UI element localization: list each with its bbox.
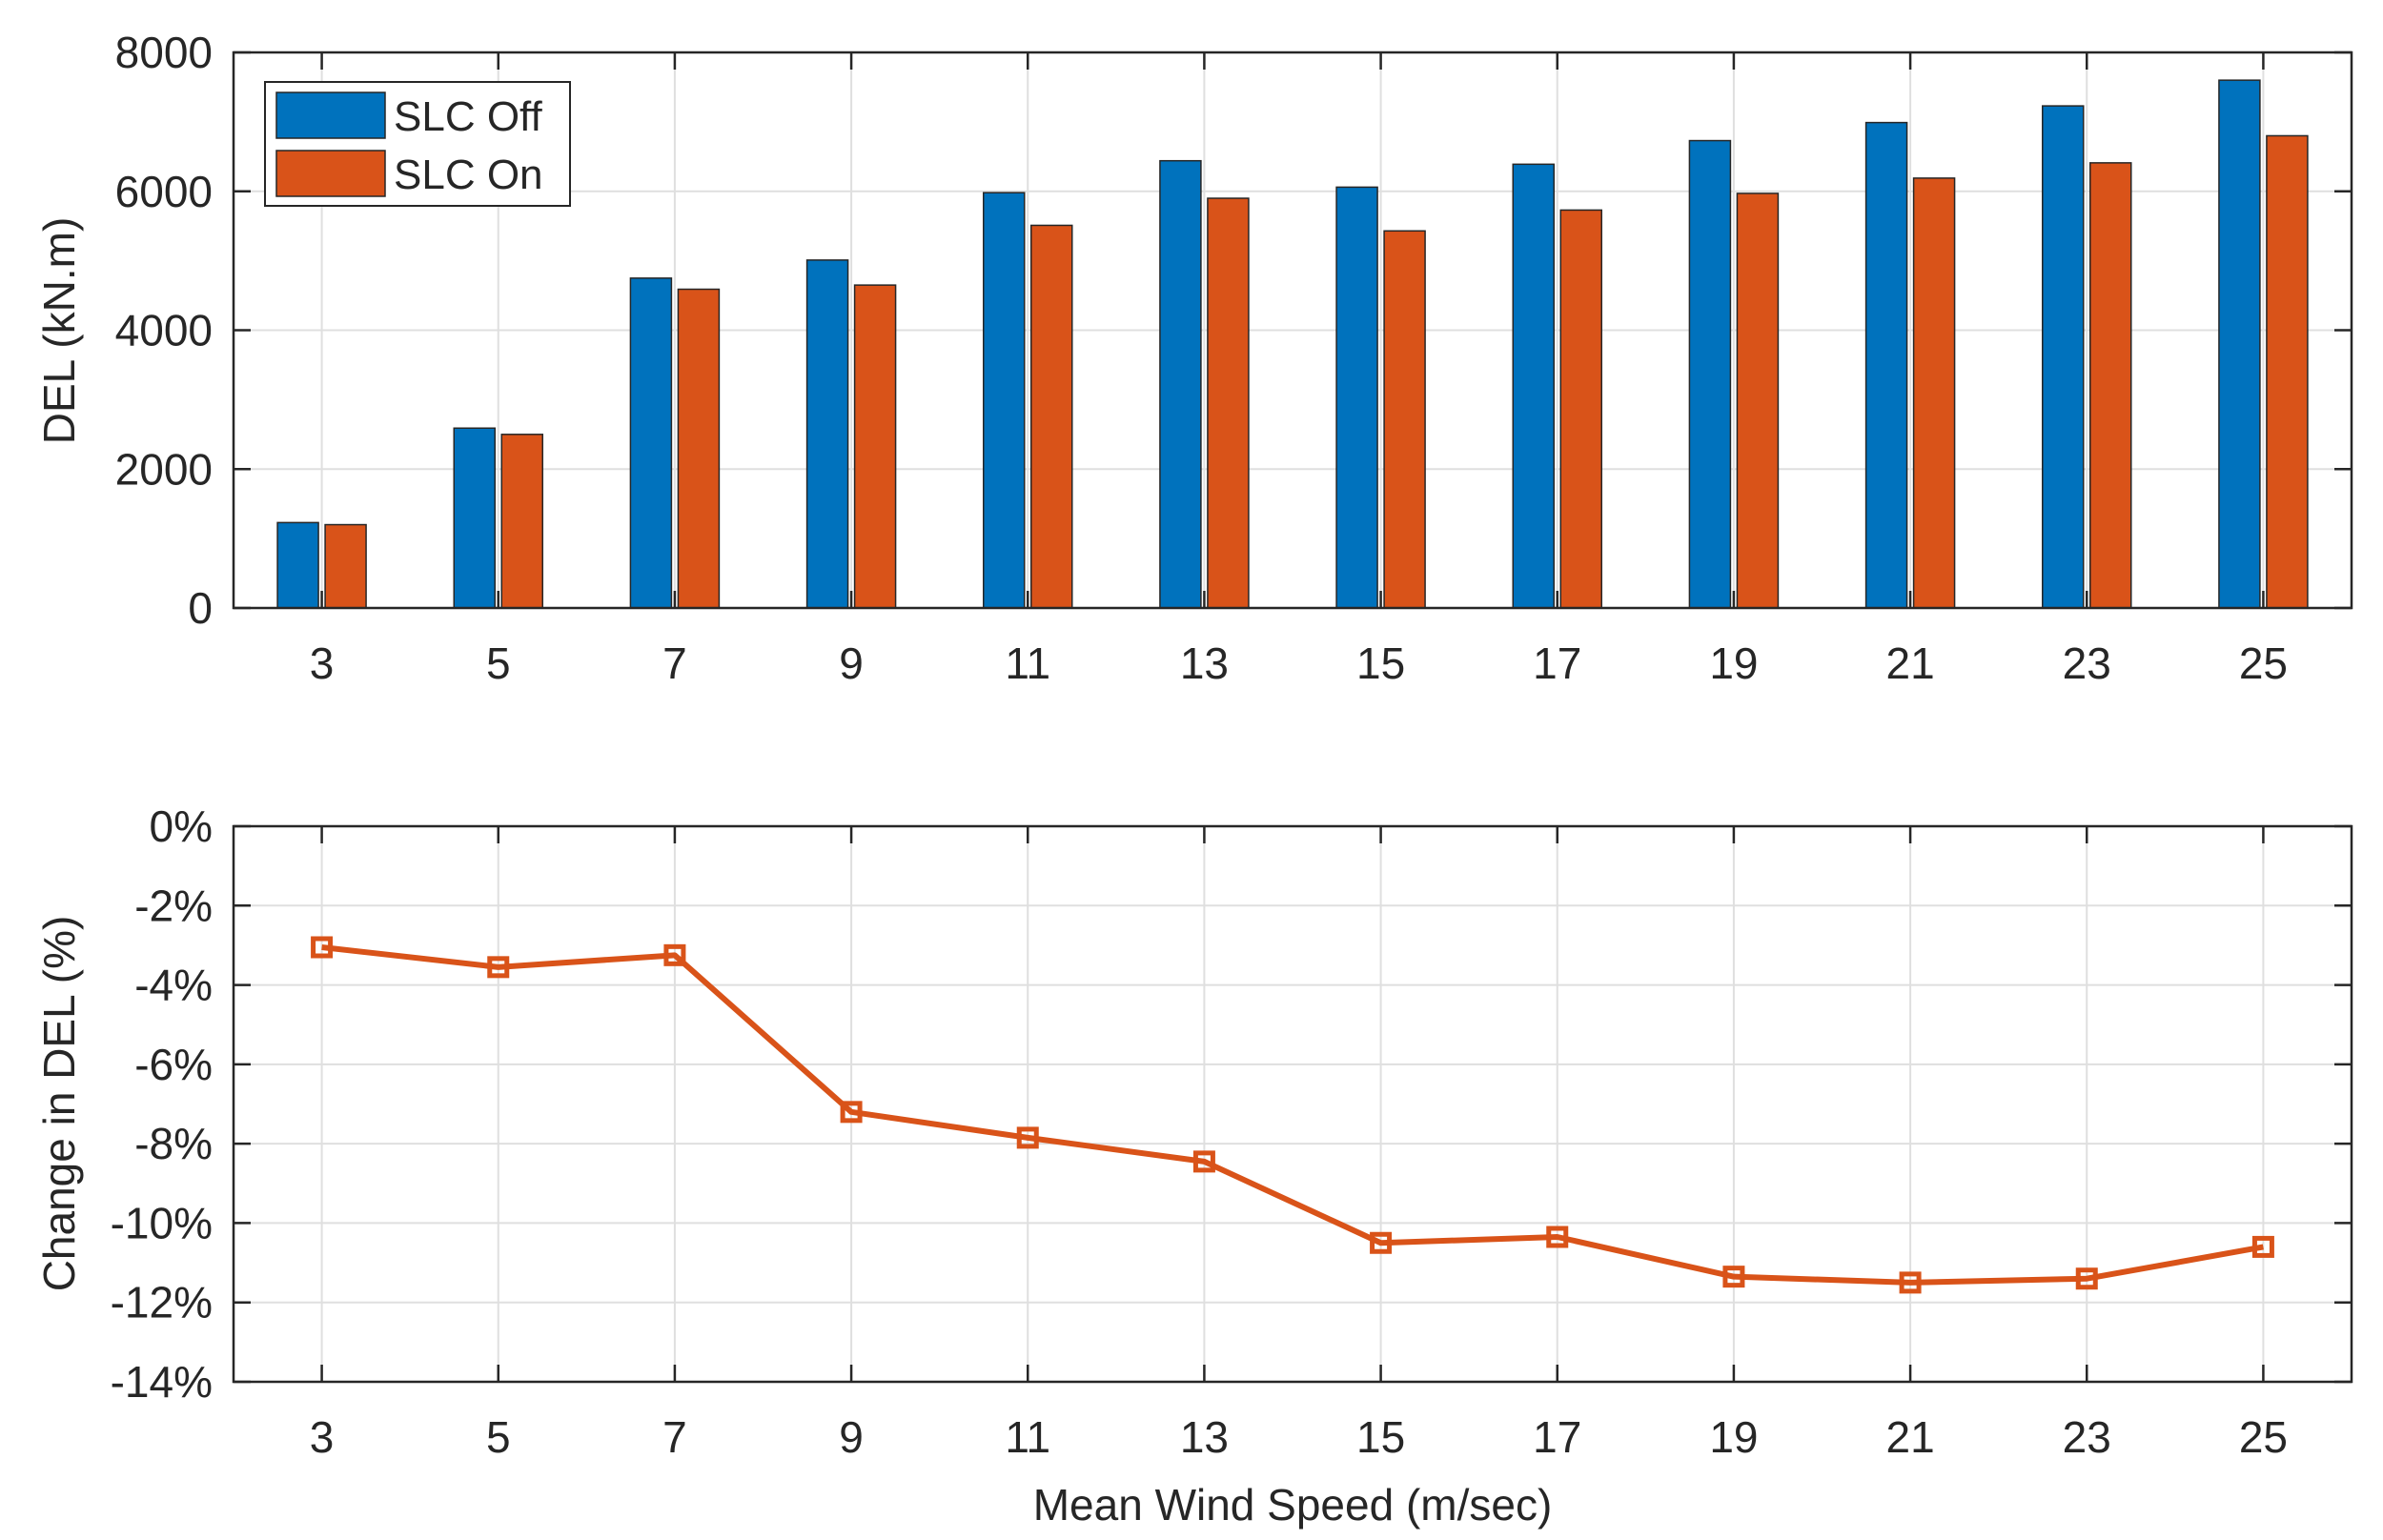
bar-slc-on bbox=[324, 523, 367, 609]
line-chart-ticks: 3 5 7 9 11 13 15 17 19 21 23 25 0% -2% -4% -6% -8% -10% -1… bbox=[111, 801, 2352, 1462]
bar-chart-frame bbox=[232, 51, 2353, 610]
change-series-marker bbox=[487, 956, 510, 979]
line-chart-xlabel: Mean Wind Speed (m/sec) bbox=[1033, 1480, 1553, 1530]
bar-chart-xtick-label: 7 bbox=[662, 638, 687, 688]
bar-chart-ytick-label: 2000 bbox=[115, 444, 213, 494]
bar-slc-off bbox=[983, 192, 1026, 609]
line-chart-xtick-label: 7 bbox=[662, 1412, 687, 1462]
bar-slc-off bbox=[805, 259, 849, 609]
line-chart-xtick-label: 25 bbox=[2239, 1412, 2288, 1462]
change-series-line bbox=[321, 944, 2264, 1286]
bar-slc-off bbox=[629, 277, 673, 609]
legend-swatch-slc-on bbox=[275, 150, 386, 197]
line-chart-ytick-label: -4% bbox=[134, 961, 213, 1010]
bar-chart-xtick-label: 9 bbox=[839, 638, 864, 688]
bar-slc-on bbox=[677, 288, 721, 609]
bar-slc-on bbox=[853, 284, 897, 609]
bar-slc-off bbox=[2042, 105, 2085, 609]
bar-slc-on bbox=[1559, 209, 1602, 609]
line-chart-ytick-label: -2% bbox=[134, 881, 213, 930]
del-bar-chart: 3 5 7 9 11 13 15 17 19 21 23 25 0 2000 4000 6000 8000 DE… bbox=[34, 28, 2353, 688]
bar-chart-xtick-label: 15 bbox=[1356, 638, 1405, 688]
change-series-marker bbox=[1899, 1271, 1922, 1294]
change-series-marker bbox=[311, 936, 334, 959]
change-series-marker bbox=[2251, 1235, 2274, 1258]
change-series-marker bbox=[1192, 1150, 1215, 1173]
line-chart-ylabel: Change in DEL (%) bbox=[34, 916, 84, 1292]
line-chart-ytick-label: -14% bbox=[111, 1357, 213, 1407]
legend-swatch-slc-off bbox=[275, 91, 386, 139]
bar-chart-xtick-label: 13 bbox=[1180, 638, 1229, 688]
bar-chart-xtick-label: 11 bbox=[1005, 638, 1050, 688]
change-series-marker bbox=[663, 943, 686, 966]
bar-chart-ytick-label: 0 bbox=[188, 583, 213, 633]
bar-slc-off bbox=[1512, 163, 1555, 609]
bar-chart-ticks: 3 5 7 9 11 13 15 17 19 21 23 25 0 2000 4000 6000 8000 bbox=[115, 28, 2352, 688]
bar-chart-xtick-label: 25 bbox=[2239, 638, 2288, 688]
bar-chart-ytick-label: 8000 bbox=[115, 28, 213, 77]
line-chart-xtick-label: 13 bbox=[1180, 1412, 1229, 1462]
line-chart-ytick-label: -10% bbox=[111, 1198, 213, 1247]
bar-slc-off bbox=[2218, 79, 2261, 609]
line-chart-series bbox=[311, 936, 2274, 1294]
bar-chart-xtick-label: 3 bbox=[310, 638, 335, 688]
line-chart-grid bbox=[234, 825, 2352, 1383]
bar-chart-xtick-label: 17 bbox=[1533, 638, 1581, 688]
bar-slc-off bbox=[1688, 139, 1732, 609]
line-chart-xtick-label: 17 bbox=[1533, 1412, 1581, 1462]
bar-chart-xtick-label: 19 bbox=[1709, 638, 1758, 688]
bar-slc-on bbox=[1207, 197, 1250, 609]
bar-slc-on bbox=[1383, 230, 1426, 609]
change-series-marker bbox=[840, 1101, 863, 1124]
bar-slc-on bbox=[1030, 224, 1073, 609]
line-chart-xtick-label: 19 bbox=[1709, 1412, 1758, 1462]
bar-slc-on bbox=[500, 434, 543, 609]
line-chart-xtick-label: 21 bbox=[1885, 1412, 1934, 1462]
bar-slc-off bbox=[453, 427, 496, 609]
line-chart-xtick-label: 3 bbox=[310, 1412, 335, 1462]
line-chart-frame bbox=[232, 824, 2353, 1384]
legend: SLC Off SLC On bbox=[264, 81, 571, 207]
bar-slc-on bbox=[2089, 162, 2132, 609]
line-chart-ytick-label: -8% bbox=[134, 1119, 213, 1168]
line-chart-ytick-label: 0% bbox=[150, 801, 213, 851]
bar-chart-ytick-label: 4000 bbox=[115, 306, 213, 355]
change-series-marker bbox=[1546, 1226, 1569, 1248]
bar-chart-ylabel: DEL (kN.m) bbox=[34, 217, 84, 445]
bar-chart-bars bbox=[276, 79, 2309, 609]
legend-label-slc-on: SLC On bbox=[394, 152, 543, 198]
bar-slc-on bbox=[1736, 192, 1780, 609]
change-series-marker bbox=[1016, 1126, 1039, 1149]
bar-chart-xtick-label: 5 bbox=[486, 638, 511, 688]
change-series-marker bbox=[2075, 1267, 2098, 1290]
change-series-marker bbox=[1722, 1266, 1745, 1288]
legend-label-slc-off: SLC Off bbox=[394, 93, 542, 140]
line-chart-xtick-label: 23 bbox=[2063, 1412, 2111, 1462]
bar-slc-on bbox=[2266, 134, 2309, 609]
bar-slc-off bbox=[1864, 121, 1908, 609]
change-series-marker bbox=[1370, 1231, 1393, 1254]
bar-slc-on bbox=[1912, 177, 1956, 609]
line-chart-xtick-label: 5 bbox=[486, 1412, 511, 1462]
bar-chart-xtick-label: 23 bbox=[2063, 638, 2111, 688]
bar-slc-off bbox=[1159, 159, 1202, 609]
bar-chart-ytick-label: 6000 bbox=[115, 167, 213, 216]
bar-chart-xtick-label: 21 bbox=[1885, 638, 1934, 688]
line-chart-ytick-label: -6% bbox=[134, 1040, 213, 1089]
bar-slc-off bbox=[276, 521, 319, 609]
line-chart-xtick-label: 9 bbox=[839, 1412, 864, 1462]
line-chart-xtick-label: 15 bbox=[1356, 1412, 1405, 1462]
line-chart-xtick-label: 11 bbox=[1005, 1412, 1050, 1462]
line-chart-ytick-label: -12% bbox=[111, 1278, 213, 1327]
change-line-chart: 3 5 7 9 11 13 15 17 19 21 23 25 0% -2% -4% -6% -8% -10% -1… bbox=[34, 801, 2353, 1530]
bar-slc-off bbox=[1335, 186, 1378, 609]
